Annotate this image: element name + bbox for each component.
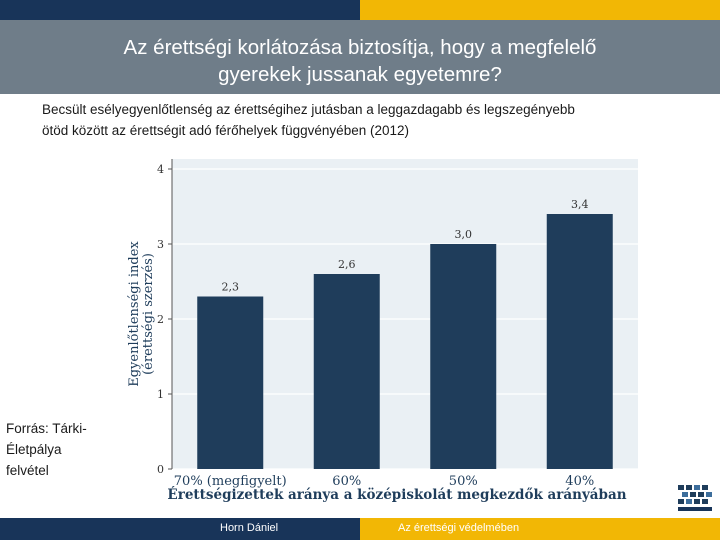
y-tick-label: 1 (157, 388, 164, 401)
bar-value-label: 2,3 (222, 281, 240, 294)
bars (197, 214, 613, 469)
bar (197, 296, 264, 469)
bar (313, 274, 380, 469)
y-axis-label-line-2: (érettségi szerzés) (141, 253, 156, 375)
bar-value-label: 3,4 (571, 198, 589, 211)
y-tick-label: 2 (157, 313, 164, 326)
mta-krtk-kti-logo-icon (676, 481, 716, 513)
top-bar-right (360, 0, 720, 20)
top-bar-left (0, 0, 360, 20)
value-labels: 2,3 2,6 3,0 3,4 (222, 198, 589, 294)
y-tick-labels: 0 1 2 3 4 (157, 163, 164, 476)
source-line-1: Forrás: Tárki- (6, 421, 87, 436)
bar (430, 244, 497, 469)
bottom-bar-right (360, 518, 720, 540)
x-tick-labels: 70% (megfigyelt) 60% 50% 40% (174, 474, 594, 489)
source-line-2: Életpálya (6, 442, 62, 457)
x-tick-label: 60% (332, 474, 361, 489)
bar-value-label: 3,0 (455, 228, 473, 241)
chart-subtitle-line-2: ötöd között az érettségit adó férőhelyek… (42, 123, 409, 138)
bar (546, 214, 613, 469)
footer-author: Horn Dániel (220, 522, 279, 534)
y-tick-label: 3 (157, 238, 164, 251)
bar-value-label: 2,6 (338, 258, 356, 271)
source-line-3: felvétel (6, 463, 49, 478)
source-note: Forrás: Tárki- Életpálya felvétel (6, 418, 116, 481)
title-band (0, 20, 720, 94)
page-title-line-2: gyerekek jussanak egyetemre? (218, 63, 502, 86)
chart-container: 0 1 2 3 4 2,3 2,6 3,0 3,4 70% (megfigyelt) 60% 50… (114, 149, 644, 517)
x-axis-label: Érettségizettek aránya a középiskolát me… (167, 487, 626, 503)
footer-event: Az érettségi védelmében (398, 522, 520, 534)
y-axis-label-line-1: Egyenlőtlenségi index (127, 241, 142, 387)
bottom-bar-left (0, 518, 360, 540)
y-tick-label: 4 (157, 163, 164, 176)
page-title-line-1: Az érettségi korlátozása biztosítja, hog… (123, 36, 597, 59)
x-tick-label: 50% (449, 474, 478, 489)
bar-chart: 0 1 2 3 4 2,3 2,6 3,0 3,4 70% (megfigyelt) 60% 50… (114, 149, 644, 517)
x-tick-label: 40% (565, 474, 594, 489)
x-tick-label: 70% (megfigyelt) (174, 474, 287, 489)
chart-subtitle-line-1: Becsült esélyegyenlőtlenség az érettségi… (42, 102, 575, 117)
y-tick-label: 0 (157, 463, 164, 476)
page-title: Az érettségi korlátozása biztosítja, hog… (40, 34, 680, 88)
chart-subtitle: Becsült esélyegyenlőtlenség az érettségi… (42, 99, 712, 141)
